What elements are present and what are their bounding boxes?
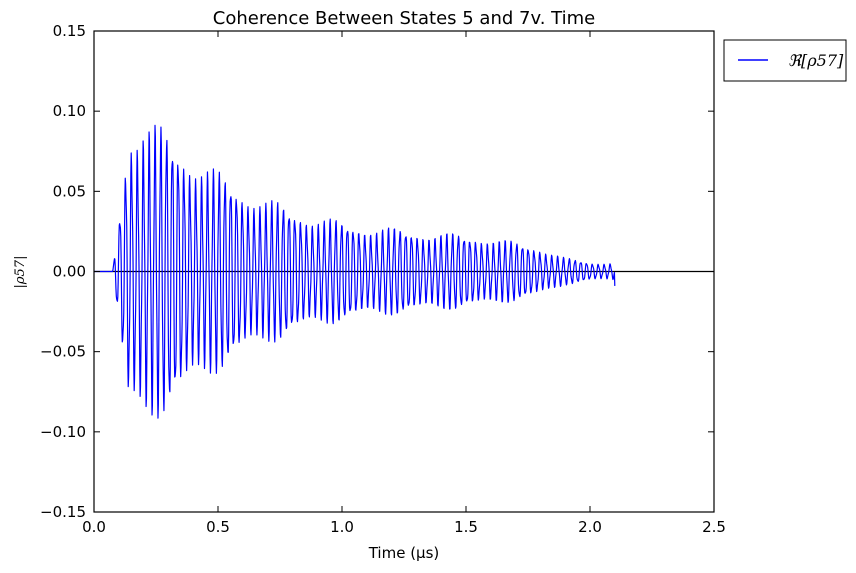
y-tick-label: 0.10 <box>53 102 86 120</box>
y-axis: 0.15 0.10 0.05 0.00 −0.05 −0.10 −0.15 <box>40 22 714 521</box>
y-tick-label: −0.15 <box>40 503 86 521</box>
x-tick-label: 1.0 <box>330 518 354 536</box>
y-tick-label: 0.15 <box>53 22 86 40</box>
x-tick-label: 2.0 <box>578 518 602 536</box>
y-tick-label: 0.00 <box>53 263 86 281</box>
chart-title: Coherence Between States 5 and 7v. Time <box>213 8 595 29</box>
series-line-re-rho57 <box>94 124 616 419</box>
x-tick-label: 2.5 <box>702 518 726 536</box>
y-tick-label: −0.05 <box>40 343 86 361</box>
legend: ℜ[ρ57] <box>723 39 847 82</box>
x-tick-label: 0.5 <box>206 518 230 536</box>
x-axis: 0.0 0.5 1.0 1.5 2.0 2.5 <box>82 31 726 536</box>
x-tick-label: 1.5 <box>454 518 478 536</box>
y-tick-label: 0.05 <box>53 182 86 200</box>
x-axis-label: Time (μs) <box>368 544 440 562</box>
x-tick-label: 0.0 <box>82 518 106 536</box>
y-tick-label: −0.10 <box>40 423 86 441</box>
y-axis-label: |ρ57| <box>13 256 28 289</box>
legend-label: ℜ[ρ57] <box>788 51 844 70</box>
